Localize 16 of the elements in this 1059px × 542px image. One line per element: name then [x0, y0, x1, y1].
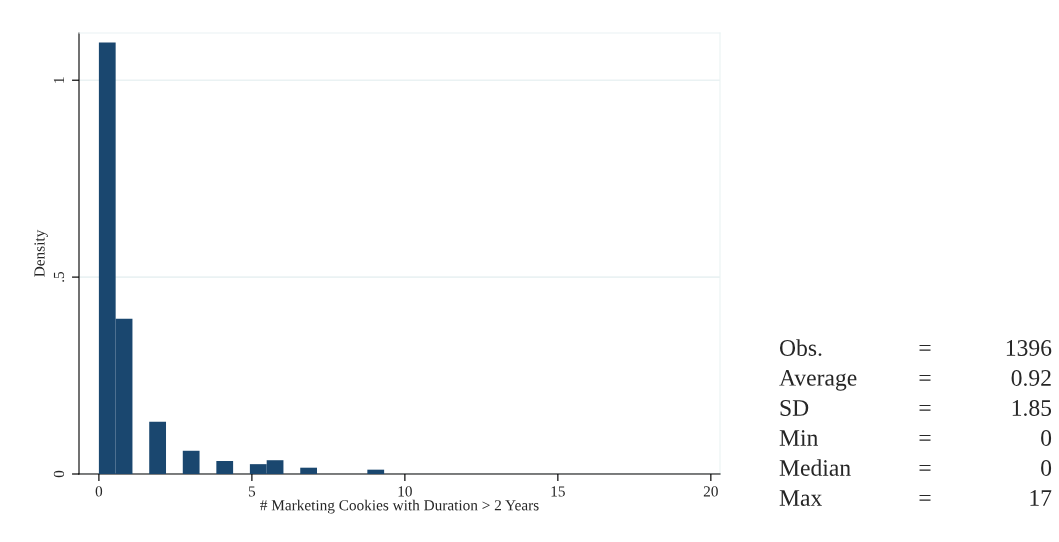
- y-tick-label: 1: [53, 77, 64, 83]
- y-tick-label: 0: [53, 470, 65, 478]
- x-tick-label: 5: [248, 486, 256, 497]
- y-axis-title: Density: [34, 229, 48, 277]
- x-tick-label: 15: [551, 486, 565, 497]
- text: Max = 17: [779, 490, 1052, 506]
- x-tick-label: 0: [95, 486, 103, 497]
- text: Obs. = 1396: [779, 339, 1052, 357]
- x-tick-label: 20: [703, 486, 718, 497]
- x-axis-title: # Marketing Cookies with Duration > 2 Years: [260, 499, 539, 514]
- y-tick-label: .5: [53, 271, 65, 282]
- text: Average = 0.92: [779, 369, 1051, 391]
- text: Min = 0: [779, 429, 1052, 446]
- x-tick-label: 10: [398, 486, 412, 497]
- text: Median = 0: [779, 459, 1052, 476]
- text: SD = 1.85: [780, 399, 1052, 417]
